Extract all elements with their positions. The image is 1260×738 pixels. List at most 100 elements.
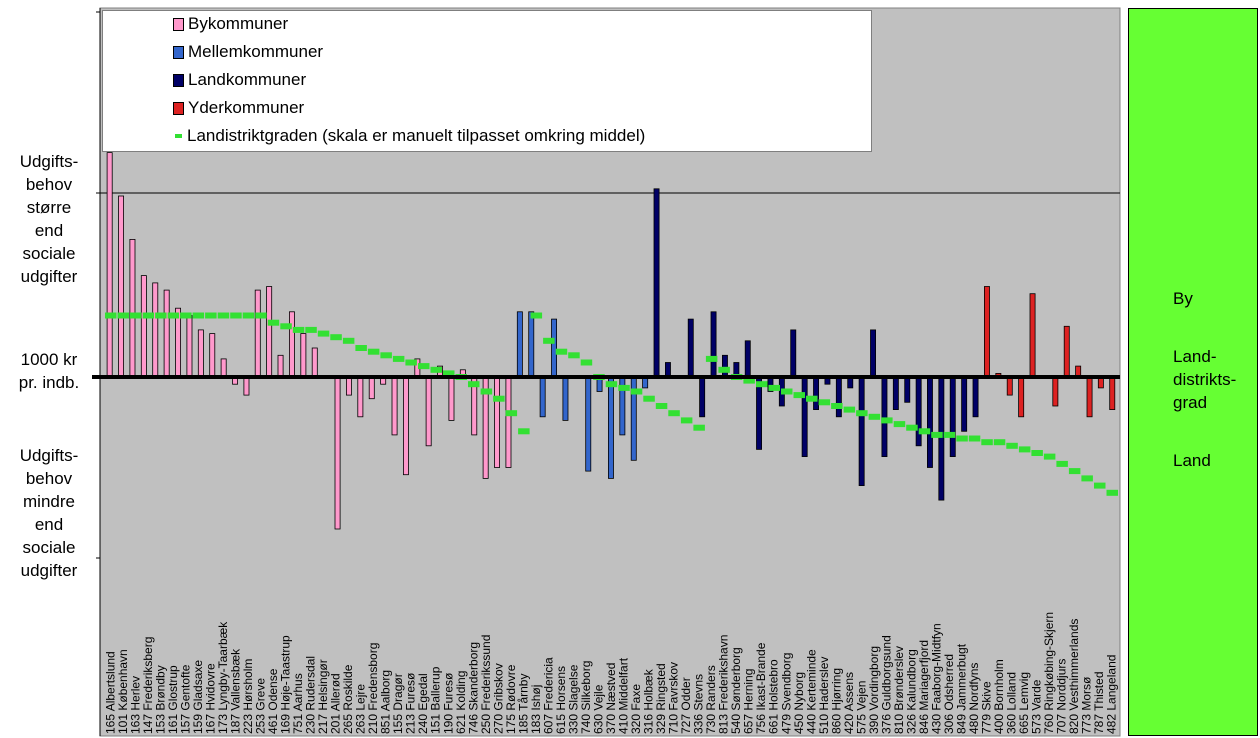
x-tick-label: 607 Fredericia <box>541 657 555 734</box>
bar-landkommuner-67 <box>870 329 876 378</box>
x-tick-label: 479 Svendborg <box>779 653 793 734</box>
legend-item-mellemkommuner: Mellemkommuner <box>173 41 323 63</box>
x-tick-label: 316 Holbæk <box>642 668 656 734</box>
bar-landkommuner-49 <box>665 362 671 378</box>
x-tick-label: 851 Aalborg <box>379 670 393 734</box>
x-tick-label: 217 Helsingør <box>316 659 330 734</box>
bar-landkommuner-56 <box>744 340 751 378</box>
x-tick-label: 461 Odense <box>266 668 280 734</box>
bar-yderkommuner-86 <box>1086 376 1093 418</box>
legend-item-yderkommuner: Yderkommuner <box>173 97 304 119</box>
bar-mellemkommuner-42 <box>585 376 592 472</box>
x-tick-label: 101 København <box>116 649 130 734</box>
x-tick-label: 163 Herlev <box>128 676 142 734</box>
bar-bykommuner-22 <box>357 376 364 418</box>
x-tick-label: 480 Nordfyns <box>967 663 981 734</box>
legend-item-landkommuner: Landkommuner <box>173 69 306 91</box>
landistrikt-mark-64 <box>906 424 918 431</box>
bar-bykommuner-34 <box>494 376 500 468</box>
legend-label-bykommuner: Bykommuner <box>188 14 289 33</box>
landistrikt-mark-1 <box>117 312 129 319</box>
x-tick-label: 810 Brønderslev <box>892 646 906 734</box>
legend-dash-landistrikt <box>175 134 182 138</box>
landistrikt-mark-5 <box>167 312 180 319</box>
bar-landkommuner-57 <box>756 376 762 450</box>
landistrikt-mark-58 <box>831 403 843 409</box>
x-tick-label: 190 Furesø <box>441 672 455 734</box>
x-tick-label: 360 Lolland <box>1005 672 1019 734</box>
bar-mellemkommuner-37 <box>528 311 535 378</box>
landistrikt-mark-59 <box>843 406 856 413</box>
bar-landkommuner-66 <box>858 376 865 486</box>
x-tick-label: 510 Haderslev <box>817 657 831 734</box>
landistrikt-mark-23 <box>392 355 405 362</box>
bar-bykommuner-9 <box>209 333 216 378</box>
landistrikt-mark-32 <box>505 410 518 417</box>
x-tick-label: 270 Gribskov <box>491 663 505 734</box>
landistrikt-mark-35 <box>543 337 555 344</box>
x-tick-label: 710 Favrskov <box>667 662 681 734</box>
x-tick-label: 306 Odsherred <box>942 654 956 734</box>
bar-landkommuner-73 <box>938 376 945 501</box>
legend-label-landistrikt: Landistriktgraden (skala er manuelt tilp… <box>187 126 646 145</box>
legend-swatch-landkommuner <box>173 73 184 87</box>
bar-bykommuner-16 <box>288 311 295 378</box>
legend-swatch-mellemkommuner <box>173 45 184 59</box>
bar-bykommuner-6 <box>175 307 181 378</box>
legend-label-mellemkommuner: Mellemkommuner <box>188 42 324 61</box>
landistrikt-mark-70 <box>981 439 993 446</box>
x-tick-label: 230 Rudersdal <box>304 656 318 734</box>
bar-landkommuner-61 <box>801 376 808 457</box>
x-tick-label: 320 Faxe <box>629 684 643 734</box>
x-tick-label: 223 Hørsholm <box>241 659 255 734</box>
x-tick-label: 159 Gladsaxe <box>191 660 205 734</box>
landistrikt-mark-34 <box>530 312 543 319</box>
landistrikt-mark-41 <box>618 384 630 391</box>
landistrikt-mark-77 <box>1068 468 1081 475</box>
x-tick-label: 240 Egedal <box>416 673 430 734</box>
x-tick-label: 213 Furesø <box>404 672 418 734</box>
landistrikt-mark-71 <box>993 439 1006 446</box>
bar-bykommuner-14 <box>266 286 273 378</box>
landistrikt-scale-panel: By Land- distrikts- grad Land <box>1128 8 1258 736</box>
bar-landkommuner-60 <box>790 329 797 378</box>
x-tick-label: 390 Vordingborg <box>867 646 881 734</box>
landistrikt-mark-74 <box>1031 450 1043 456</box>
legend: Bykommuner Mellemkommuner Landkommuner Y… <box>102 10 872 152</box>
bar-yderkommuner-77 <box>984 286 990 378</box>
bar-mellemkommuner-44 <box>608 376 614 479</box>
landistrikt-mark-80 <box>1106 489 1118 496</box>
landistrikt-mark-76 <box>1056 460 1068 467</box>
landistrikt-mark-49 <box>718 366 730 373</box>
x-tick-label: 420 Assens <box>842 672 856 734</box>
bar-mellemkommuner-40 <box>562 376 569 421</box>
landistrikt-mark-43 <box>643 395 655 402</box>
x-tick-label: 665 Lemvig <box>1017 672 1031 734</box>
landistrikt-mark-12 <box>255 312 267 319</box>
bar-bykommuner-1 <box>118 195 124 378</box>
x-tick-label: 746 Skanderborg <box>466 642 480 734</box>
bar-landkommuner-69 <box>892 376 899 410</box>
landistrikt-mark-37 <box>568 352 580 359</box>
bar-landkommuner-72 <box>927 376 933 468</box>
x-tick-label: 740 Silkeborg <box>579 661 593 734</box>
x-tick-label: 250 Frederikssund <box>479 635 493 734</box>
x-tick-label: 161 Glostrup <box>166 665 180 734</box>
bar-landkommuner-62 <box>813 376 819 410</box>
x-tick-label: 727 Odder <box>679 677 693 734</box>
ylabel-middle: 1000 kr pr. indb. <box>18 350 80 392</box>
bar-landkommuner-52 <box>699 376 706 418</box>
landistrikt-mark-75 <box>1043 453 1056 460</box>
landistrikt-mark-79 <box>1094 482 1106 489</box>
landistrikt-mark-52 <box>756 381 768 388</box>
landistrikt-mark-67 <box>943 431 956 438</box>
landistrikt-mark-55 <box>793 392 805 399</box>
legend-item-landistrikt: Landistriktgraden (skala er manuelt tilp… <box>173 125 645 147</box>
x-tick-label: 263 Lejre <box>354 684 368 734</box>
landistrikt-mark-2 <box>130 312 142 319</box>
landistrikt-mark-36 <box>555 348 568 355</box>
panel-label-grad: Land- distrikts- grad <box>1173 347 1237 412</box>
landistrikt-mark-61 <box>868 413 881 420</box>
bar-bykommuner-35 <box>505 376 512 468</box>
landistrikt-mark-66 <box>931 431 943 438</box>
